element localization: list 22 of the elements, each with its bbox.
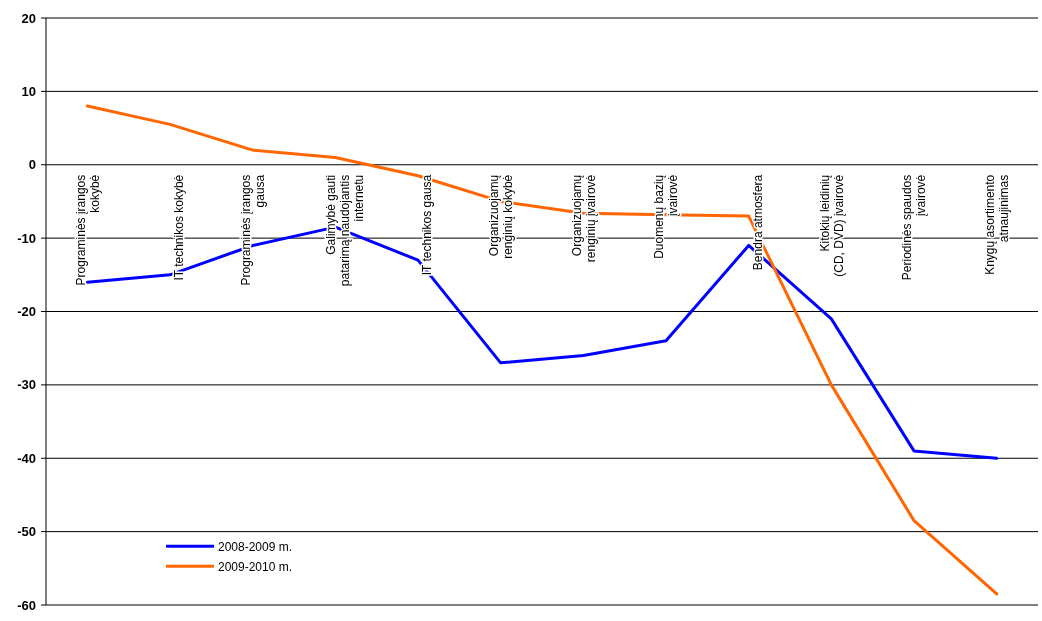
legend-label: 2009-2010 m. — [218, 559, 293, 574]
x-tick-label: Bendra atmosfera — [750, 174, 765, 271]
x-tick-label: Kitokių leidinių (CD, DVD) įvairovė — [817, 174, 846, 277]
x-tick-label: IT technikos kokybė — [172, 174, 187, 281]
y-tick-label: -30 — [17, 377, 36, 393]
y-tick-label: 20 — [21, 10, 36, 26]
x-tick-label: Programinės įrangos kokybė — [73, 174, 102, 286]
x-tick-label: Duomenų bazių įvairovė — [652, 174, 681, 259]
x-tick-label: Organizuojamų renginių kokybė — [486, 174, 515, 259]
y-tick-label: -20 — [17, 304, 36, 320]
x-tick-label: Knygų asortimento atnaujinimas — [982, 174, 1011, 275]
y-tick-label: 10 — [21, 83, 36, 99]
y-tick-label: 0 — [28, 157, 36, 173]
legend-label: 2008-2009 m. — [218, 539, 293, 554]
x-tick-label: Programinės įrangos gausa — [238, 174, 267, 286]
y-tick-label: -40 — [17, 450, 36, 466]
x-tick-label: IT technikos gausa — [420, 174, 435, 276]
y-tick-label: -10 — [17, 230, 36, 246]
y-tick-label: -60 — [17, 597, 36, 613]
y-tick-label: -50 — [17, 524, 36, 540]
x-tick-label: Periodinės spaudos įvairovė — [900, 174, 929, 281]
x-tick-label: Galimybė gauti patarimą naudojantis internetu — [323, 174, 366, 287]
